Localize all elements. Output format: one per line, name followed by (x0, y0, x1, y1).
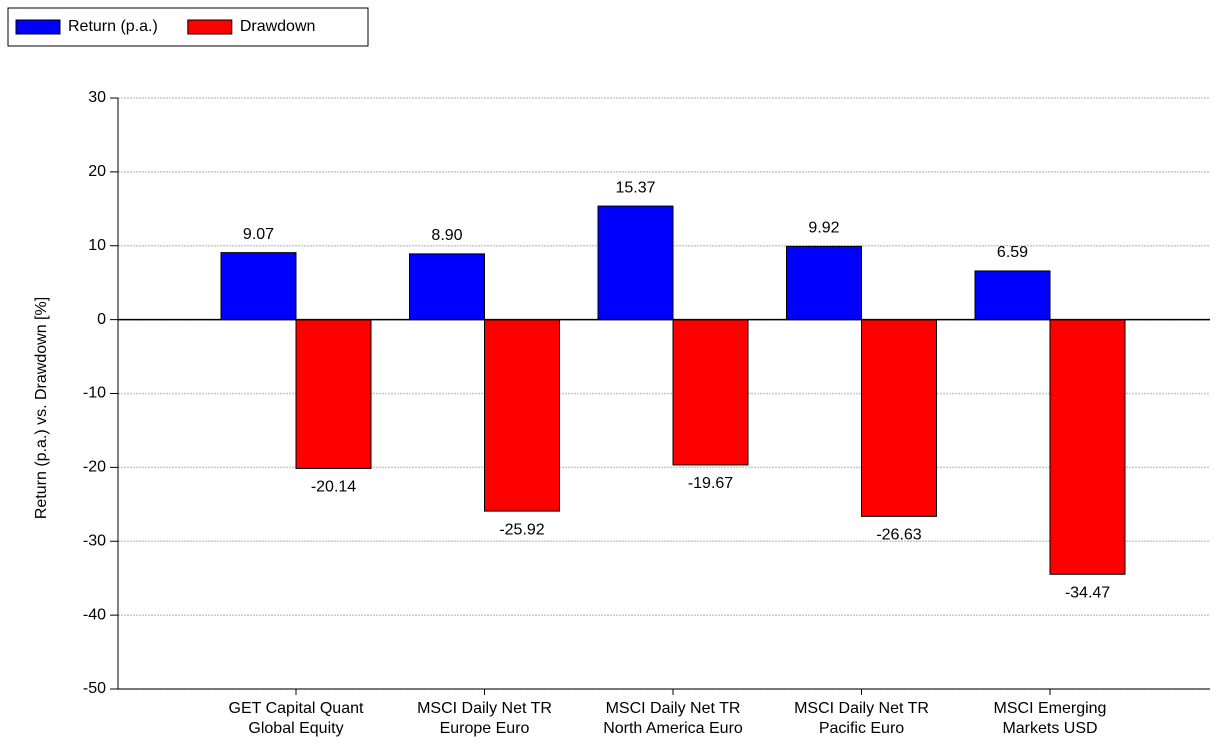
value-label: 15.37 (615, 179, 655, 196)
value-label: 9.07 (243, 226, 274, 243)
value-label: -19.67 (688, 475, 733, 492)
bar (597, 205, 674, 321)
y-tick-label: 0 (97, 311, 106, 328)
bar (974, 270, 1051, 321)
legend-label: Drawdown (240, 18, 316, 35)
y-tick-label: 20 (88, 163, 106, 180)
bar (1049, 319, 1126, 575)
bar (861, 319, 937, 517)
bar (672, 319, 749, 466)
value-label: -34.47 (1065, 584, 1110, 601)
bar (220, 252, 297, 321)
value-label: -20.14 (311, 479, 356, 496)
value-label: -25.92 (499, 521, 544, 538)
x-tick-label: GET Capital Quant Global Equity (229, 700, 364, 737)
legend-swatch (187, 19, 233, 35)
y-axis-label: Return (p.a.) vs. Drawdown [%] (33, 297, 50, 519)
x-tick-label: MSCI Daily Net TR North America Euro (603, 700, 743, 737)
legend-swatch (15, 19, 61, 35)
bar (409, 253, 485, 321)
x-tick-label: MSCI Emerging Markets USD (994, 700, 1107, 737)
y-tick-label: -20 (83, 459, 106, 476)
value-label: -26.63 (876, 527, 921, 544)
value-label: 8.90 (431, 227, 462, 244)
bar (295, 319, 372, 469)
y-tick-label: -30 (83, 532, 106, 549)
legend-label: Return (p.a.) (68, 18, 158, 35)
bar (484, 319, 560, 512)
y-tick-label: -10 (83, 385, 106, 402)
y-tick-label: -50 (83, 680, 106, 697)
x-tick-label: MSCI Daily Net TR Europe Euro (417, 700, 552, 737)
x-tick-label: MSCI Daily Net TR Pacific Euro (794, 700, 929, 737)
bar (786, 245, 862, 321)
y-tick-label: -40 (83, 606, 106, 623)
value-label: 6.59 (997, 244, 1028, 261)
y-tick-label: 30 (88, 89, 106, 106)
value-label: 9.92 (808, 220, 839, 237)
y-tick-label: 10 (88, 237, 106, 254)
